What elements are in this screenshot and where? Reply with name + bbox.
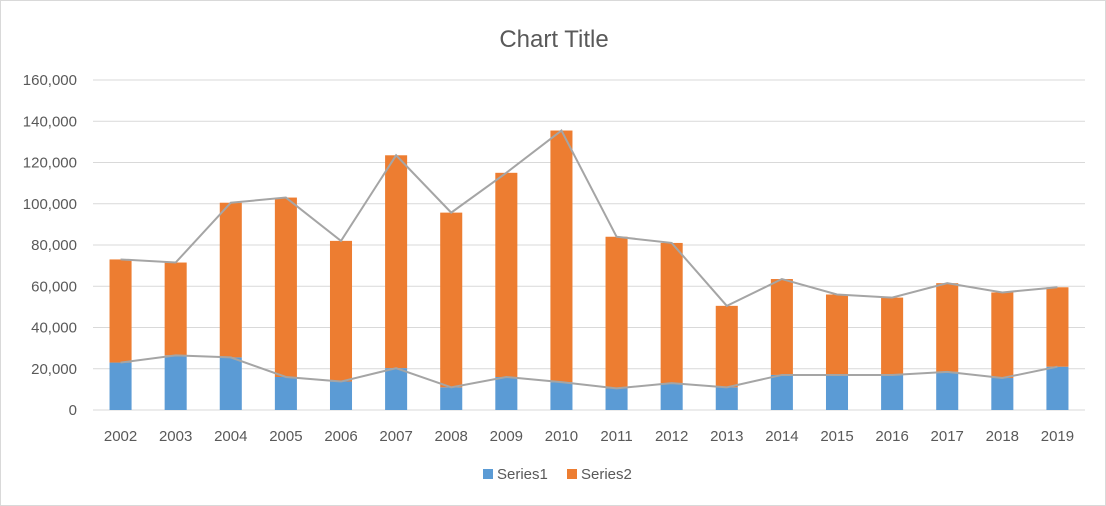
bar-series2-2019 <box>1046 287 1069 367</box>
bar-series1-2013 <box>715 387 738 410</box>
bars <box>109 130 1069 410</box>
y-tick-label: 140,000 <box>23 113 77 130</box>
bar-series2-2005 <box>274 197 297 377</box>
x-tick-label: 2008 <box>435 428 468 445</box>
bar-series2-2004 <box>219 202 242 358</box>
x-axis-ticks: 2002 2003 2004 2005 2006 2007 2008 2009 2010 2011… <box>104 428 1074 445</box>
bar-series1-2002 <box>109 362 132 410</box>
bar-series2-2012 <box>660 242 683 384</box>
bar-series2-2016 <box>881 297 904 375</box>
y-tick-label: 160,000 <box>23 72 77 89</box>
bar-series1-2014 <box>770 374 793 410</box>
overlay-lines <box>120 129 1058 390</box>
y-axis-ticks: 0 20,000 40,000 60,000 80,000 100,000 120,000 1… <box>23 72 77 419</box>
legend-label-series2: Series2 <box>581 466 632 483</box>
x-tick-label: 2017 <box>931 428 964 445</box>
bar-series1-2012 <box>660 383 683 410</box>
y-tick-label: 120,000 <box>23 155 77 172</box>
legend: Series1 Series2 <box>483 466 632 483</box>
x-tick-label: 2015 <box>820 428 853 445</box>
bar-series2-2013 <box>715 305 738 388</box>
y-tick-label: 20,000 <box>31 361 77 378</box>
bar-series2-2009 <box>495 172 518 377</box>
x-tick-label: 2006 <box>324 428 357 445</box>
bar-series1-2005 <box>274 377 297 410</box>
bar-series1-2006 <box>329 381 353 410</box>
x-tick-label: 2005 <box>269 428 302 445</box>
x-tick-label: 2009 <box>490 428 523 445</box>
bar-series2-2011 <box>605 236 628 389</box>
bar-series1-2003 <box>164 355 187 410</box>
x-tick-label: 2019 <box>1041 428 1074 445</box>
bar-series1-2011 <box>605 388 628 410</box>
chart-title: Chart Title <box>499 26 608 53</box>
bar-series1-2004 <box>219 357 242 410</box>
x-tick-label: 2014 <box>765 428 798 445</box>
bar-series1-2017 <box>936 371 959 410</box>
legend-swatch-series1 <box>483 469 493 479</box>
bar-series2-2017 <box>936 283 959 372</box>
bar-series1-2019 <box>1046 366 1069 410</box>
bar-series2-2002 <box>109 259 132 363</box>
bar-series1-2008 <box>440 387 463 410</box>
bar-series2-2006 <box>329 240 353 382</box>
y-tick-label: 60,000 <box>31 278 77 295</box>
bar-series1-2009 <box>495 377 518 410</box>
bar-series1-2007 <box>385 368 408 410</box>
bar-series1-2018 <box>991 378 1014 410</box>
x-tick-label: 2010 <box>545 428 578 445</box>
bar-series1-2015 <box>825 374 849 410</box>
x-tick-label: 2007 <box>379 428 412 445</box>
series1-line <box>120 354 1058 390</box>
x-tick-label: 2011 <box>600 428 632 445</box>
x-tick-label: 2003 <box>159 428 192 445</box>
legend-swatch-series2 <box>567 469 577 479</box>
bar-series2-2014 <box>770 279 793 375</box>
y-tick-label: 0 <box>69 402 77 419</box>
bar-series2-2018 <box>991 292 1014 379</box>
x-tick-label: 2013 <box>710 428 743 445</box>
bar-series2-2003 <box>164 262 187 356</box>
legend-label-series1: Series1 <box>497 466 548 483</box>
y-tick-label: 40,000 <box>31 320 77 337</box>
x-tick-label: 2002 <box>104 428 137 445</box>
x-tick-label: 2004 <box>214 428 247 445</box>
bar-series2-2015 <box>825 294 849 375</box>
x-tick-label: 2018 <box>986 428 1019 445</box>
bar-series1-2016 <box>881 374 904 410</box>
gridlines <box>93 79 1085 411</box>
total-line <box>120 129 1058 308</box>
bar-series2-2010 <box>550 130 573 383</box>
bar-series2-2008 <box>440 212 463 388</box>
y-tick-label: 80,000 <box>31 237 77 254</box>
y-tick-label: 100,000 <box>23 196 77 213</box>
x-tick-label: 2012 <box>655 428 688 445</box>
x-tick-label: 2016 <box>875 428 908 445</box>
bar-series2-2007 <box>385 155 408 369</box>
bar-series1-2010 <box>550 382 573 410</box>
